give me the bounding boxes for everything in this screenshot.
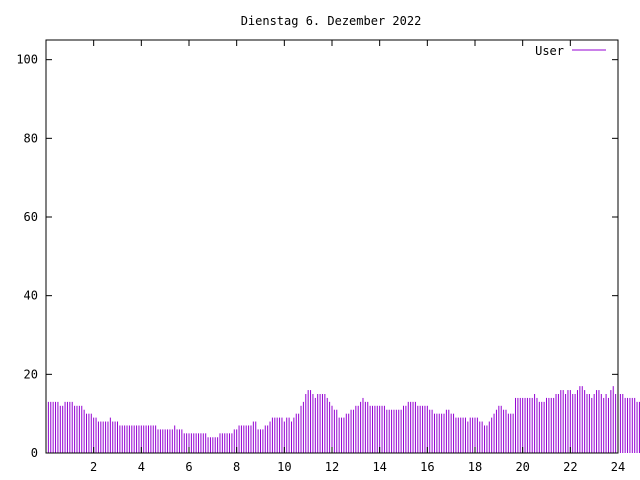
x-tick-label: 24 — [611, 460, 625, 474]
x-tick-label: 20 — [515, 460, 529, 474]
legend-label-user: User — [535, 44, 564, 58]
x-tick-label: 22 — [563, 460, 577, 474]
y-tick-label: 40 — [24, 289, 38, 303]
x-tick-label: 2 — [90, 460, 97, 474]
y-axis: 0 20 40 60 80 100 — [16, 53, 618, 460]
legend: User — [535, 44, 606, 58]
x-tick-label: 16 — [420, 460, 434, 474]
x-tick-label: 14 — [372, 460, 386, 474]
x-tick-label: 8 — [233, 460, 240, 474]
y-tick-label: 20 — [24, 367, 38, 381]
x-tick-label: 18 — [468, 460, 482, 474]
bar-series-user — [45, 386, 640, 453]
x-tick-label: 12 — [325, 460, 339, 474]
x-axis: 2 4 6 8 10 12 14 16 18 20 22 24 — [90, 40, 625, 474]
x-tick-label: 6 — [185, 460, 192, 474]
plot-frame — [45, 39, 619, 454]
y-tick-label: 0 — [31, 446, 38, 460]
y-tick-label: 60 — [24, 210, 38, 224]
x-tick-label: 10 — [277, 460, 291, 474]
y-tick-label: 100 — [16, 53, 38, 67]
chart-title: Dienstag 6. Dezember 2022 — [241, 14, 422, 28]
y-tick-label: 80 — [24, 131, 38, 145]
x-tick-label: 4 — [138, 460, 145, 474]
